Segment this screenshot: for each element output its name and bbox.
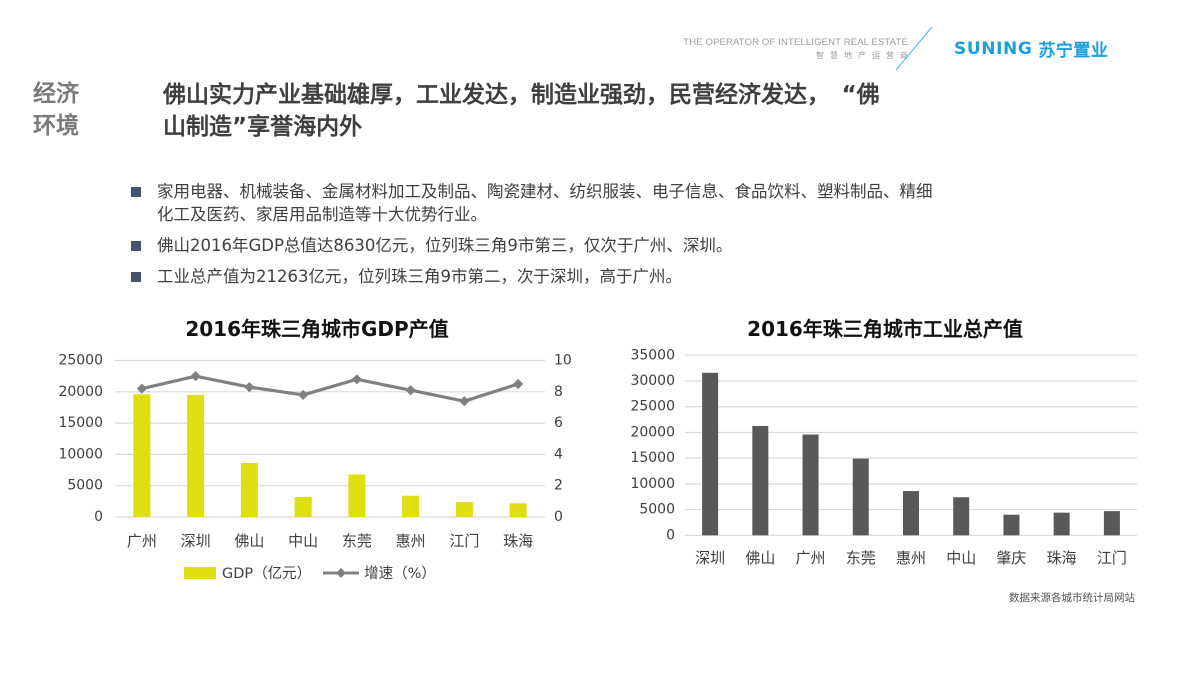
bar: [852, 458, 869, 536]
bar: [903, 491, 919, 536]
y-axis-tick-label: 10000: [630, 476, 675, 492]
x-axis-category-label: 肇庆: [996, 549, 1026, 567]
page-headline: 佛山实力产业基础雄厚，工业发达，制造业强劲，民营经济发达， “佛 山制造”享誉海…: [163, 79, 880, 143]
bar: [455, 501, 473, 517]
bullet-text-line: 佛山2016年GDP总值达8630亿元，位列珠三角9市第三，仅次于广州、深圳。: [157, 236, 733, 255]
y-axis-tick-label: 15000: [630, 450, 675, 466]
y-axis-right-tick-label: 0: [554, 509, 563, 525]
x-axis-category-label: 江门: [1097, 549, 1127, 567]
bar: [1003, 514, 1020, 536]
x-axis-category-label: 惠州: [396, 532, 426, 550]
headline-line2: 山制造”享誉海内外: [163, 114, 363, 140]
bar-swatch-icon: [184, 566, 216, 579]
section-label-line2: 环境: [33, 113, 79, 139]
growth-rate-line: [141, 374, 519, 403]
gdp-combo-chart: 0 5000 10000 15000 20000 25000 0 2 4 6 8 10 广州 深圳 佛山 中山…: [58, 353, 572, 551]
brand-logo: SUNING 苏宁置业: [954, 36, 1109, 62]
diamond-marker-icon: [351, 374, 362, 385]
bar: [294, 496, 312, 517]
x-axis-category-label: 广州: [127, 532, 157, 550]
tagline-english: THE OPERATOR OF INTELLIGENT REAL ESTATE: [683, 37, 908, 48]
y-axis-left-tick-label: 10000: [58, 446, 103, 462]
gdp-chart-legend: GDP（亿元） 增速（%）: [184, 562, 436, 583]
gdp-chart-title: 2016年珠三角城市GDP产值: [185, 317, 449, 341]
bullet-item: 家用电器、机械装备、金属材料加工及制品、陶瓷建材、纺织服装、电子信息、食品饮料、…: [131, 180, 1131, 226]
bar: [1103, 511, 1120, 536]
x-axis-category-label: 珠海: [503, 532, 533, 550]
diamond-marker-icon: [190, 371, 201, 382]
headline-line1: 佛山实力产业基础雄厚，工业发达，制造业强劲，民营经济发达， “佛: [163, 82, 880, 108]
y-axis-tick-label: 30000: [630, 373, 675, 389]
bar: [402, 495, 420, 517]
diamond-marker-icon: [136, 383, 147, 394]
x-axis-category-label: 东莞: [846, 549, 876, 567]
y-axis-tick-label: 20000: [630, 424, 675, 440]
x-axis-category-label: 珠海: [1047, 549, 1077, 567]
industrial-chart-title: 2016年珠三角城市工业总产值: [747, 317, 1023, 341]
bar: [348, 474, 366, 517]
bar: [509, 503, 527, 517]
brand-name-english: SUNING: [954, 38, 1033, 59]
bullet-text-line: 工业总产值为21263亿元，位列珠三角9市第二，次于深圳，高于广州。: [157, 267, 682, 286]
tagline-chinese: 智慧地产运营商: [816, 51, 914, 60]
y-axis-left-tick-label: 15000: [58, 415, 103, 431]
line-diamond-marker-icon: [323, 567, 360, 578]
industrial-output-bar-chart: 0 5000 10000 15000 20000 25000 30000 35000 深圳 佛山 广…: [630, 347, 1137, 567]
y-axis-tick-label: 35000: [630, 347, 675, 363]
y-axis-left-tick-label: 0: [94, 509, 103, 525]
x-axis-category-label: 中山: [288, 532, 318, 550]
bar: [802, 434, 819, 536]
legend-item-gdp: GDP（亿元）: [184, 562, 311, 583]
x-axis-category-label: 广州: [796, 549, 826, 567]
y-axis-tick-label: 5000: [639, 502, 675, 518]
y-axis-tick-label: 25000: [630, 399, 675, 415]
y-axis-right-tick-label: 10: [554, 353, 572, 369]
y-axis-tick-label: 0: [666, 527, 675, 543]
x-axis-category-label: 深圳: [695, 549, 725, 567]
diamond-marker-icon: [405, 385, 416, 396]
brand-name-chinese: 苏宁置业: [1038, 41, 1109, 61]
section-label-line1: 经济: [33, 81, 79, 107]
x-axis-category-label: 佛山: [745, 549, 775, 567]
bar: [133, 394, 151, 517]
y-axis-left-tick-label: 25000: [58, 353, 103, 369]
legend-label-gdp: GDP（亿元）: [222, 566, 312, 582]
bar: [953, 497, 970, 536]
divider-slash-icon: [895, 26, 933, 71]
x-axis-category-label: 中山: [946, 549, 976, 567]
bar: [752, 425, 769, 536]
bar: [187, 394, 205, 517]
bar: [1053, 512, 1070, 536]
square-bullet-icon: [131, 272, 141, 282]
diamond-marker-icon: [244, 382, 255, 393]
y-axis-right-tick-label: 4: [554, 446, 563, 462]
bullet-text-line: 家用电器、机械装备、金属材料加工及制品、陶瓷建材、纺织服装、电子信息、食品饮料、…: [157, 182, 933, 201]
x-axis-category-label: 江门: [449, 532, 479, 550]
bullet-list: 家用电器、机械装备、金属材料加工及制品、陶瓷建材、纺织服装、电子信息、食品饮料、…: [131, 180, 1131, 288]
diamond-marker-icon: [513, 378, 524, 390]
bullet-text-line: 化工及医药、家居用品制造等十大优势行业。: [157, 205, 487, 224]
diamond-marker-icon: [459, 396, 470, 407]
y-axis-left-tick-label: 20000: [58, 384, 103, 400]
bullet-item: 工业总产值为21263亿元，位列珠三角9市第二，次于深圳，高于广州。: [131, 265, 1131, 288]
y-axis-right-tick-label: 6: [554, 415, 563, 431]
section-label: 经济 环境: [33, 78, 79, 142]
data-source-note: 数据来源各城市统计局网站: [1009, 592, 1135, 604]
x-axis-category-label: 惠州: [896, 549, 926, 567]
bar: [240, 462, 258, 517]
legend-item-growth: 增速（%）: [311, 562, 436, 583]
x-axis-category-label: 东莞: [342, 532, 372, 550]
bar: [702, 372, 719, 536]
bullet-item: 佛山2016年GDP总值达8630亿元，位列珠三角9市第三，仅次于广州、深圳。: [131, 234, 1131, 257]
y-axis-right-tick-label: 2: [554, 478, 563, 494]
x-axis-category-label: 深圳: [181, 532, 211, 550]
y-axis-left-tick-label: 5000: [67, 478, 103, 494]
legend-label-growth: 增速（%）: [364, 566, 436, 582]
y-axis-right-tick-label: 8: [554, 384, 563, 400]
square-bullet-icon: [131, 187, 141, 197]
x-axis-category-label: 佛山: [234, 532, 264, 550]
square-bullet-icon: [131, 241, 141, 251]
